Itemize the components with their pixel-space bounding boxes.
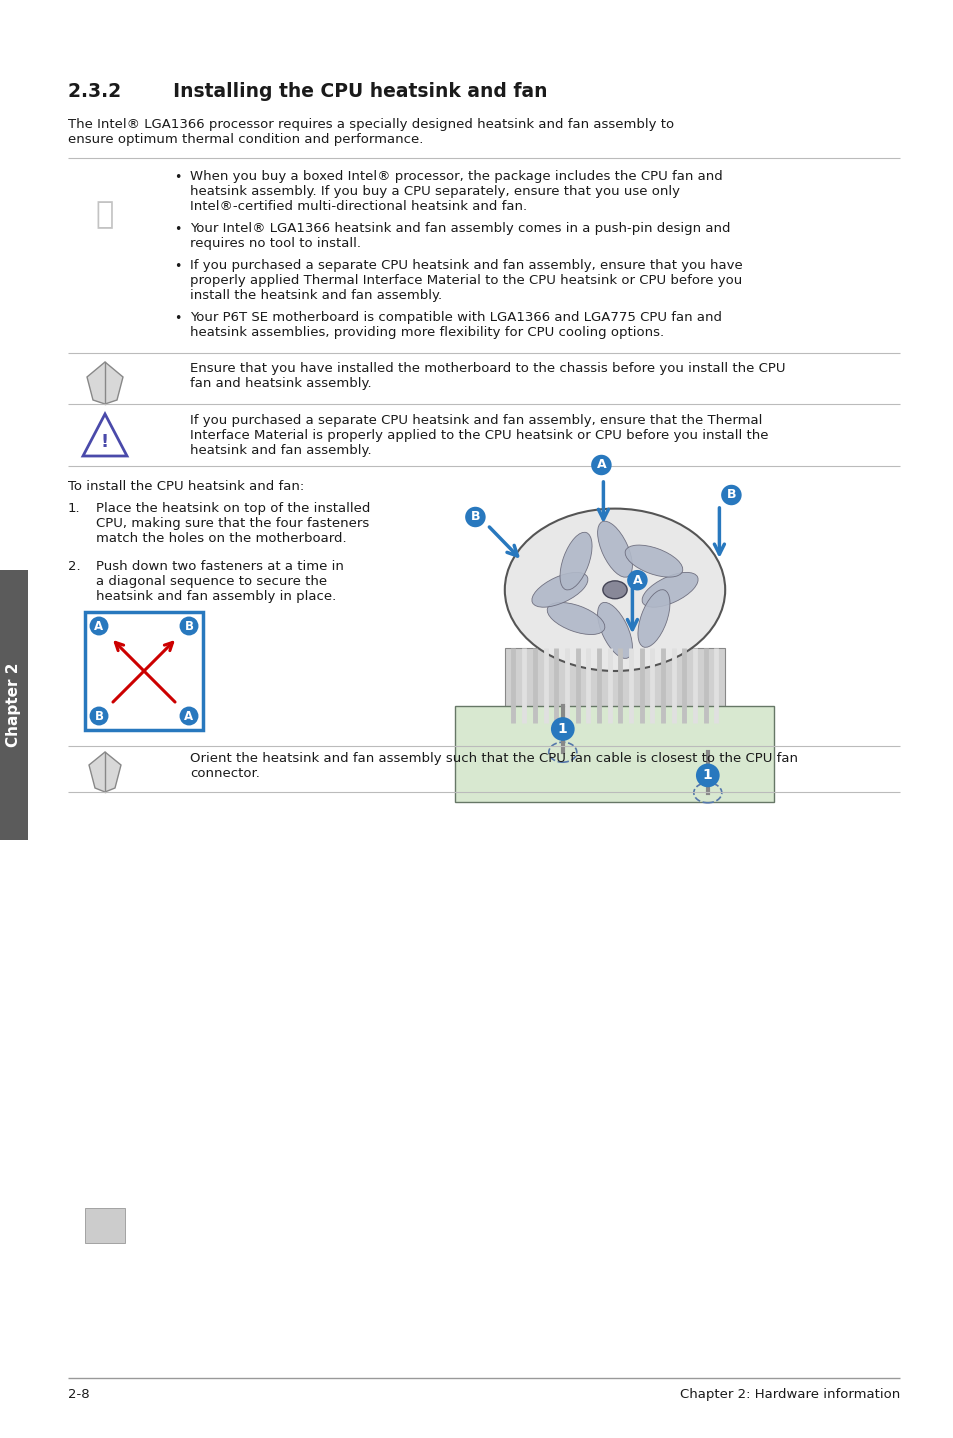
Text: B: B [726, 489, 736, 502]
Text: a diagonal sequence to secure the: a diagonal sequence to secure the [96, 575, 327, 588]
Ellipse shape [532, 572, 587, 607]
Text: connector.: connector. [190, 766, 259, 779]
Text: 1: 1 [702, 768, 712, 782]
Text: B: B [470, 510, 479, 523]
Text: To install the CPU heatsink and fan:: To install the CPU heatsink and fan: [68, 480, 304, 493]
Text: Orient the heatsink and fan assembly such that the CPU fan cable is closest to t: Orient the heatsink and fan assembly suc… [190, 752, 797, 765]
Text: The Intel® LGA1366 processor requires a specially designed heatsink and fan asse: The Intel® LGA1366 processor requires a … [68, 118, 674, 131]
Text: heatsink and fan assembly.: heatsink and fan assembly. [190, 444, 372, 457]
Text: •: • [173, 260, 181, 273]
Polygon shape [87, 362, 123, 404]
Text: If you purchased a separate CPU heatsink and fan assembly, ensure that the Therm: If you purchased a separate CPU heatsink… [190, 414, 761, 427]
Text: Ensure that you have installed the motherboard to the chassis before you install: Ensure that you have installed the mothe… [190, 362, 784, 375]
Bar [85, 613, 203, 731]
Text: When you buy a boxed Intel® processor, the package includes the CPU fan and: When you buy a boxed Intel® processor, t… [190, 170, 722, 183]
Ellipse shape [597, 521, 632, 577]
Ellipse shape [624, 545, 682, 577]
Text: 2-8: 2-8 [68, 1388, 90, 1401]
Text: •: • [173, 171, 181, 184]
Text: Your Intel® LGA1366 heatsink and fan assembly comes in a push-pin design and: Your Intel® LGA1366 heatsink and fan ass… [190, 221, 730, 234]
Text: Intel®-certified multi-directional heatsink and fan.: Intel®-certified multi-directional heats… [190, 200, 527, 213]
Polygon shape [89, 752, 121, 792]
Text: 2.3.2        Installing the CPU heatsink and fan: 2.3.2 Installing the CPU heatsink and fa… [68, 82, 547, 101]
Text: fan and heatsink assembly.: fan and heatsink assembly. [190, 377, 372, 390]
Text: B: B [94, 709, 103, 722]
Text: heatsink and fan assembly in place.: heatsink and fan assembly in place. [96, 590, 335, 603]
Text: A: A [94, 620, 104, 633]
Text: 2.: 2. [68, 559, 81, 572]
Polygon shape [85, 1208, 125, 1242]
Bar [0, 569, 28, 840]
Ellipse shape [597, 603, 632, 659]
Text: Push down two fasteners at a time in: Push down two fasteners at a time in [96, 559, 343, 572]
Text: •: • [173, 312, 181, 325]
Text: If you purchased a separate CPU heatsink and fan assembly, ensure that you have: If you purchased a separate CPU heatsink… [190, 259, 742, 272]
Text: heatsink assemblies, providing more flexibility for CPU cooling options.: heatsink assemblies, providing more flex… [190, 326, 663, 339]
Text: heatsink assembly. If you buy a CPU separately, ensure that you use only: heatsink assembly. If you buy a CPU sepa… [190, 186, 679, 198]
Ellipse shape [641, 572, 698, 607]
Text: Place the heatsink on top of the installed: Place the heatsink on top of the install… [96, 502, 370, 515]
Text: Interface Material is properly applied to the CPU heatsink or CPU before you ins: Interface Material is properly applied t… [190, 429, 768, 441]
Text: properly applied Thermal Interface Material to the CPU heatsink or CPU before yo: properly applied Thermal Interface Mater… [190, 275, 741, 288]
Text: •: • [173, 223, 181, 236]
Ellipse shape [602, 581, 626, 598]
Text: A: A [184, 709, 193, 722]
Text: Chapter 2: Hardware information: Chapter 2: Hardware information [679, 1388, 899, 1401]
Ellipse shape [559, 532, 592, 590]
Bar [504, 647, 724, 723]
Bar [455, 706, 774, 801]
Text: 1.: 1. [68, 502, 81, 515]
Text: Chapter 2: Chapter 2 [7, 663, 22, 748]
Text: ✋: ✋ [95, 200, 114, 229]
Text: CPU, making sure that the four fasteners: CPU, making sure that the four fasteners [96, 518, 369, 531]
Text: requires no tool to install.: requires no tool to install. [190, 237, 360, 250]
Ellipse shape [504, 509, 724, 672]
Text: install the heatsink and fan assembly.: install the heatsink and fan assembly. [190, 289, 441, 302]
Text: A: A [596, 459, 605, 472]
Text: A: A [632, 574, 641, 587]
Text: Your P6T SE motherboard is compatible with LGA1366 and LGA775 CPU fan and: Your P6T SE motherboard is compatible wi… [190, 311, 721, 324]
Text: match the holes on the motherboard.: match the holes on the motherboard. [96, 532, 346, 545]
Text: B: B [184, 620, 193, 633]
Ellipse shape [547, 603, 604, 634]
Text: 1: 1 [558, 722, 567, 736]
Text: !: ! [101, 433, 109, 452]
Text: ensure optimum thermal condition and performance.: ensure optimum thermal condition and per… [68, 132, 423, 147]
Ellipse shape [638, 590, 669, 647]
Polygon shape [83, 414, 127, 456]
